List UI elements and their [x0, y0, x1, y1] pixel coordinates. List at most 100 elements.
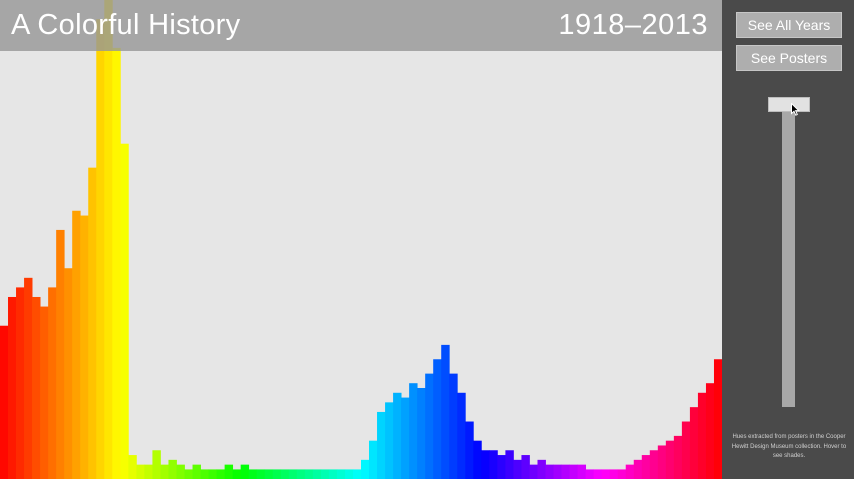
hue-bar[interactable]	[144, 464, 153, 479]
hue-bar[interactable]	[481, 450, 490, 479]
hue-bar[interactable]	[545, 464, 554, 479]
hue-bar[interactable]	[240, 464, 250, 479]
hue-bar[interactable]	[304, 469, 314, 479]
hue-bar[interactable]	[280, 469, 290, 479]
hue-bar[interactable]	[649, 450, 659, 479]
hue-bar[interactable]	[697, 392, 707, 479]
hue-bar[interactable]	[320, 469, 330, 479]
hue-bar[interactable]	[465, 421, 474, 479]
hue-bar[interactable]	[425, 373, 434, 479]
hue-bar[interactable]	[288, 469, 298, 479]
hue-bar[interactable]	[0, 325, 9, 479]
hue-bar[interactable]	[441, 344, 450, 479]
hue-bar[interactable]	[457, 392, 466, 479]
hue-bar[interactable]	[377, 411, 386, 479]
hue-bar[interactable]	[601, 469, 611, 479]
hue-bar[interactable]	[681, 421, 691, 479]
hue-bar[interactable]	[369, 440, 378, 479]
hue-bar[interactable]	[256, 469, 266, 479]
hue-bar[interactable]	[80, 215, 89, 479]
hue-bar[interactable]	[192, 464, 201, 479]
hue-bar[interactable]	[56, 229, 65, 479]
hue-bar[interactable]	[32, 296, 41, 479]
hue-bar[interactable]	[296, 469, 306, 479]
hue-bar[interactable]	[473, 440, 482, 479]
hue-bar[interactable]	[513, 459, 522, 479]
hue-bar[interactable]	[128, 455, 137, 479]
hue-bar[interactable]	[401, 397, 410, 479]
year-slider-track[interactable]	[782, 107, 795, 407]
hue-bar[interactable]	[385, 402, 394, 479]
side-panel: See All Years See Posters Hues extracted…	[722, 0, 854, 479]
hue-bar[interactable]	[609, 469, 619, 479]
hue-bar[interactable]	[417, 387, 426, 479]
hue-bar[interactable]	[449, 373, 458, 479]
hue-bar[interactable]	[168, 459, 177, 479]
hue-bar[interactable]	[505, 450, 514, 479]
hue-bar[interactable]	[24, 277, 33, 479]
hue-bar[interactable]	[665, 440, 675, 479]
title-bar: A Colorful History 1918–2013	[0, 0, 722, 51]
hue-bar[interactable]	[328, 469, 338, 479]
hue-bar[interactable]	[224, 464, 234, 479]
hue-bar[interactable]	[160, 464, 169, 479]
hue-histogram-chart[interactable]	[0, 0, 722, 479]
hue-bar[interactable]	[152, 450, 161, 479]
hue-bar[interactable]	[657, 445, 667, 479]
hue-bar[interactable]	[521, 455, 530, 479]
hue-bar[interactable]	[625, 464, 635, 479]
hue-bar[interactable]	[577, 464, 587, 479]
hue-bar[interactable]	[232, 469, 242, 479]
hue-bar[interactable]	[633, 459, 643, 479]
hue-bar[interactable]	[713, 359, 722, 479]
hue-bar[interactable]	[104, 0, 113, 479]
hue-bar[interactable]	[48, 287, 57, 479]
hue-bar[interactable]	[344, 469, 354, 479]
hue-bar[interactable]	[112, 47, 121, 479]
hue-bar[interactable]	[497, 455, 506, 479]
hue-bar[interactable]	[136, 464, 145, 479]
hue-bar[interactable]	[40, 306, 49, 479]
mouse-cursor-icon	[791, 103, 800, 116]
hue-bar[interactable]	[272, 469, 282, 479]
hue-bar[interactable]	[689, 407, 699, 479]
hue-bar[interactable]	[585, 469, 595, 479]
hue-bar[interactable]	[336, 469, 346, 479]
hue-bar[interactable]	[96, 19, 105, 479]
year-slider-handle[interactable]	[768, 97, 810, 112]
hue-bar[interactable]	[561, 464, 570, 479]
see-all-years-button[interactable]: See All Years	[736, 12, 842, 38]
hue-bar[interactable]	[361, 459, 370, 479]
hue-bar[interactable]	[120, 143, 129, 479]
hue-bar[interactable]	[248, 469, 258, 479]
hue-bar[interactable]	[529, 464, 538, 479]
hue-bar[interactable]	[312, 469, 322, 479]
hue-bar[interactable]	[537, 459, 546, 479]
hue-bar[interactable]	[409, 383, 418, 479]
hue-bar[interactable]	[64, 268, 73, 479]
hue-bar[interactable]	[641, 455, 651, 479]
hue-bar[interactable]	[8, 296, 17, 479]
app-title: A Colorful History	[11, 9, 241, 41]
hue-bar[interactable]	[200, 469, 209, 479]
hue-bar[interactable]	[264, 469, 274, 479]
hue-bar[interactable]	[433, 359, 442, 479]
hue-bar[interactable]	[208, 469, 217, 479]
hue-bar[interactable]	[176, 464, 185, 479]
hue-bar[interactable]	[705, 383, 715, 479]
hue-bar[interactable]	[489, 450, 498, 479]
hue-bar[interactable]	[72, 210, 81, 479]
hue-bar[interactable]	[593, 469, 603, 479]
hue-bar[interactable]	[673, 435, 683, 479]
hue-histogram-area[interactable]	[0, 0, 722, 479]
hue-bar[interactable]	[16, 287, 25, 479]
hue-bar[interactable]	[88, 167, 97, 479]
hue-bar[interactable]	[184, 469, 193, 479]
hue-bar[interactable]	[553, 464, 562, 479]
see-posters-button[interactable]: See Posters	[736, 45, 842, 71]
hue-bar[interactable]	[352, 469, 362, 479]
hue-bar[interactable]	[216, 469, 226, 479]
hue-bar[interactable]	[569, 464, 578, 479]
hue-bar[interactable]	[617, 469, 627, 479]
hue-bar[interactable]	[393, 392, 402, 479]
